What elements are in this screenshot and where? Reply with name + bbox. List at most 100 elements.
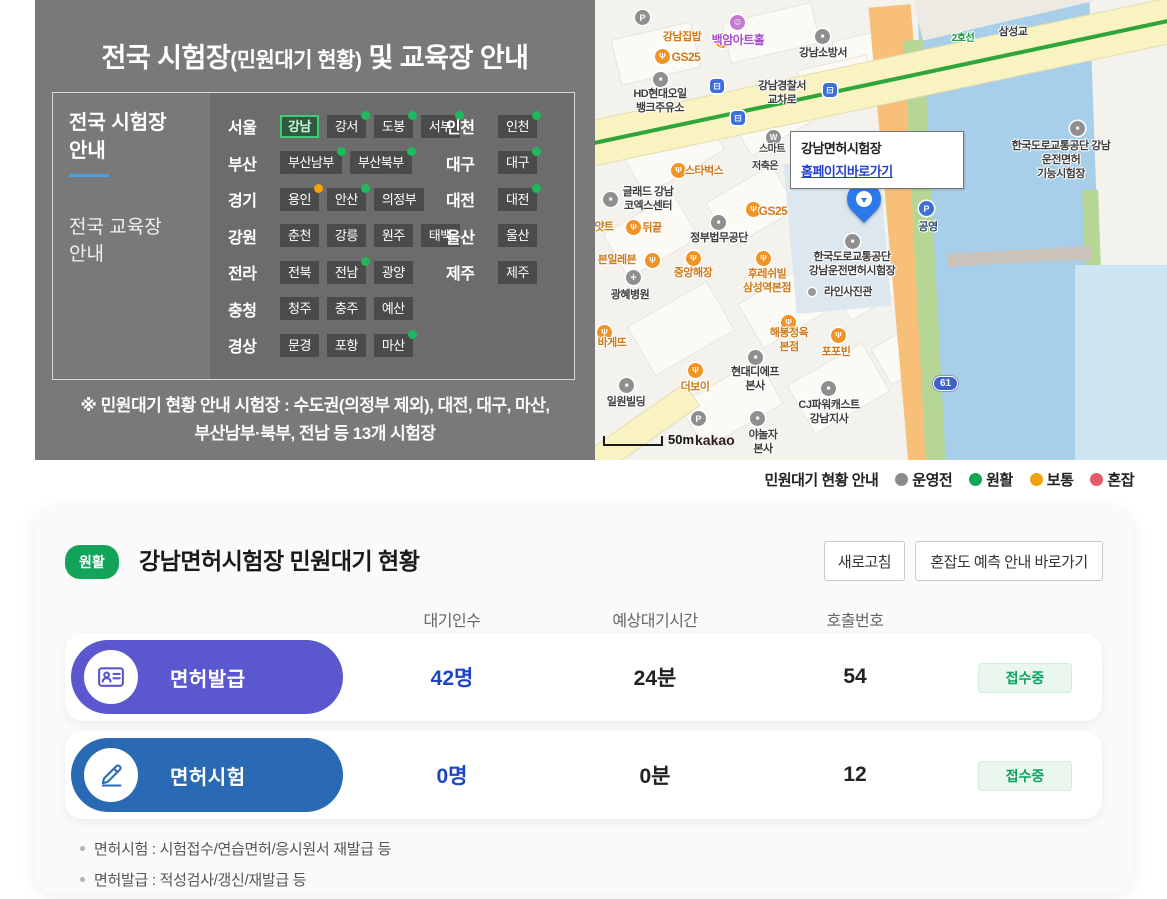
map-label: 강남경찰서 교차로 (757, 80, 807, 106)
accepting-badge: 접수중 (978, 761, 1072, 791)
city-button-서부[interactable]: 서부 (420, 110, 464, 138)
note-line: 면허발급 : 적성검사/갱신/재발급 등 (80, 869, 391, 890)
poi-g-icon: ■ (750, 411, 765, 426)
city-buttons: 전북 전남 광양 (280, 256, 413, 284)
poi-pg-icon: P (635, 10, 650, 25)
region-name: 울산 (446, 229, 475, 247)
region-name: 경기 (228, 193, 257, 211)
poi-g-icon: ■ (748, 350, 763, 365)
region-row: 대구 대구 (446, 145, 571, 182)
status-dot (407, 329, 417, 339)
note-text: 면허발급 : 적성검사/갱신/재발급 등 (94, 872, 307, 889)
marker-tooltip: 강남면허시험장 홈페이지바로가기 (790, 131, 964, 189)
status-dot (313, 183, 323, 193)
tooltip-title: 강남면허시험장 (801, 141, 882, 156)
city-button-청주[interactable]: 청주 (280, 297, 319, 321)
city-buttons: 인천 (498, 110, 541, 138)
city-button-부산북부[interactable]: 부산북부 (349, 147, 416, 175)
panel-title-rest: 및 교육장 안내 (361, 43, 529, 73)
pencil-icon (84, 748, 138, 802)
region-column-right: 인천 인천 대구 대구 대전 대전 울산 울산 제주 제주 (446, 108, 571, 291)
status-dot (406, 147, 416, 157)
city-button-태백[interactable]: 태백 (420, 224, 460, 248)
congestion-predict-button[interactable]: 혼잡도 예측 안내 바로가기 (915, 541, 1103, 581)
poi-o-icon: Ψ (626, 220, 641, 235)
city-button-강남[interactable]: 강남 (280, 114, 319, 138)
region-row: 충청 청주 충주 예산 (228, 291, 463, 328)
sidebar-item-0[interactable]: 전국 시험장 안내 (69, 109, 167, 177)
road-number-badge: 61 (933, 376, 959, 391)
city-button-문경[interactable]: 문경 (280, 333, 319, 357)
legend-label: 원활 (986, 472, 1013, 489)
scale-label: 50m (668, 432, 695, 447)
map-label: 글래드 강남 코엑스센터 (622, 186, 674, 212)
region-row: 부산 부산남부 부산북부 (228, 145, 463, 182)
map-label: HD현대오일 뱅크주유소 (633, 88, 687, 114)
region-column-left: 서울 강남 강서 도봉 서부 부산 부산남부 부산북부 경기 용인 안산 의정부 강원 춘천 강릉 원주 태백 전… (228, 108, 464, 364)
city-button-강서[interactable]: 강서 (326, 110, 370, 138)
city-button-대전[interactable]: 대전 (498, 183, 541, 211)
region-name: 서울 (228, 120, 257, 138)
column-header: 대기인수 (423, 613, 481, 630)
id-card-icon (84, 650, 138, 704)
map[interactable]: P Ψ ☺ Ψ ■ ■ ⊟ ⊟ ⊟ W ■ Ψ Ψ ■ Ψ Ψ Ψ Ψ + ■ P ■ Ψ Ψ ■ Ψ ■ ■ P ■ Ψ 강남집밥 백암아트홀… (595, 0, 1167, 460)
city-button-인천[interactable]: 인천 (498, 110, 541, 138)
map-label: 일원빌딩 (606, 396, 646, 408)
map-label: 후레쉬빌 삼성역본점 (742, 268, 792, 294)
region-row: 울산 울산 (446, 218, 571, 255)
city-button-원주[interactable]: 원주 (373, 224, 413, 248)
region-row: 경상 문경 포항 마산 (228, 327, 463, 364)
region-row: 서울 강남 강서 도봉 서부 (228, 108, 464, 145)
poi-g-icon: ■ (845, 234, 860, 249)
legend-dot (969, 473, 983, 486)
city-button-부산남부[interactable]: 부산남부 (280, 147, 346, 175)
poi-w-icon: W (766, 130, 781, 145)
city-buttons: 용인 안산 의정부 (280, 183, 425, 211)
status-dot (360, 256, 370, 266)
status-dot (336, 147, 346, 157)
status-notes: 면허시험 : 시험접수/연습면허/응시원서 재발급 등 면허발급 : 적성검사/갱… (80, 838, 391, 899)
status-row-면허시험: 면허시험 0명 0분 12 접수중 (65, 731, 1102, 819)
city-button-광양[interactable]: 광양 (373, 260, 413, 284)
city-button-안산[interactable]: 안산 (326, 183, 370, 211)
city-button-강릉[interactable]: 강릉 (326, 224, 366, 248)
city-button-용인[interactable]: 용인 (280, 183, 323, 211)
region-row: 강원 춘천 강릉 원주 태백 (228, 218, 463, 255)
city-button-전북[interactable]: 전북 (280, 260, 319, 284)
city-button-전남[interactable]: 전남 (326, 256, 370, 284)
city-button-마산[interactable]: 마산 (373, 329, 417, 357)
poi-o-icon: Ψ (756, 251, 771, 266)
scale-bar (603, 436, 663, 446)
city-button-포항[interactable]: 포항 (326, 333, 366, 357)
city-button-울산[interactable]: 울산 (498, 224, 537, 248)
status-dot (360, 110, 370, 120)
city-button-충주[interactable]: 충주 (326, 297, 366, 321)
homepage-link[interactable]: 홈페이지바로가기 (801, 164, 893, 179)
map-label: 한국도로교통공단 강남운전면허 기능시험장 (1011, 140, 1111, 180)
city-buttons: 대구 (498, 147, 541, 175)
status-dot (360, 183, 370, 193)
city-buttons: 춘천 강릉 원주 태백 (280, 224, 460, 248)
region-name: 충청 (228, 302, 257, 320)
legend-items: 운영전 원활 보통 혼잡 (895, 469, 1134, 490)
sidebar-item-1[interactable]: 전국 교육장 안내 (69, 215, 162, 268)
city-button-의정부[interactable]: 의정부 (373, 187, 425, 211)
bullet-icon (80, 846, 85, 851)
card-title: 강남면허시험장 민원대기 현황 (139, 548, 420, 574)
city-button-예산[interactable]: 예산 (373, 297, 413, 321)
city-button-도봉[interactable]: 도봉 (373, 110, 417, 138)
poi-o-icon: Ψ (645, 253, 660, 268)
city-button-대구[interactable]: 대구 (498, 147, 541, 175)
poi-o-icon: Ψ (781, 315, 796, 330)
status-columns: 대기인수 예상대기시간 호출번호 (35, 607, 1132, 630)
kakao-logo[interactable]: kakao (695, 432, 735, 448)
refresh-button[interactable]: 새로고침 (824, 541, 905, 581)
city-button-춘천[interactable]: 춘천 (280, 224, 319, 248)
city-button-제주[interactable]: 제주 (498, 260, 537, 284)
poi-pb-icon: P (919, 201, 934, 216)
map-label: 얏트 (595, 221, 614, 233)
map-label: 2호선 (951, 33, 975, 44)
region-name: 제주 (446, 266, 475, 284)
poi-cr-icon: + (626, 270, 641, 285)
map-label: 광혜병원 (610, 289, 650, 301)
